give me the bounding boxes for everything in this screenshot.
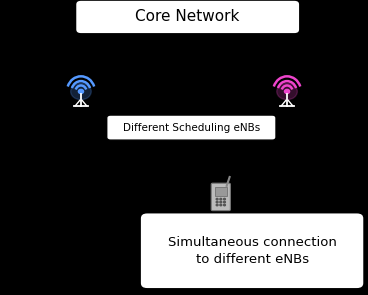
Circle shape bbox=[224, 201, 225, 203]
Text: Simultaneous connection
to different eNBs: Simultaneous connection to different eNB… bbox=[168, 236, 336, 266]
Circle shape bbox=[78, 89, 84, 94]
Circle shape bbox=[220, 204, 222, 206]
FancyBboxPatch shape bbox=[140, 212, 364, 289]
Circle shape bbox=[284, 89, 290, 94]
Circle shape bbox=[224, 204, 225, 206]
FancyBboxPatch shape bbox=[211, 183, 230, 211]
Circle shape bbox=[220, 199, 222, 200]
Circle shape bbox=[220, 201, 222, 203]
FancyBboxPatch shape bbox=[215, 187, 227, 196]
FancyBboxPatch shape bbox=[75, 0, 300, 34]
Text: Core Network: Core Network bbox=[135, 9, 240, 24]
Circle shape bbox=[216, 199, 218, 200]
Circle shape bbox=[216, 204, 218, 206]
Circle shape bbox=[216, 201, 218, 203]
Circle shape bbox=[71, 83, 91, 100]
Circle shape bbox=[224, 199, 225, 200]
Text: Different Scheduling eNBs: Different Scheduling eNBs bbox=[123, 123, 260, 132]
Circle shape bbox=[277, 83, 297, 100]
FancyBboxPatch shape bbox=[107, 115, 276, 140]
